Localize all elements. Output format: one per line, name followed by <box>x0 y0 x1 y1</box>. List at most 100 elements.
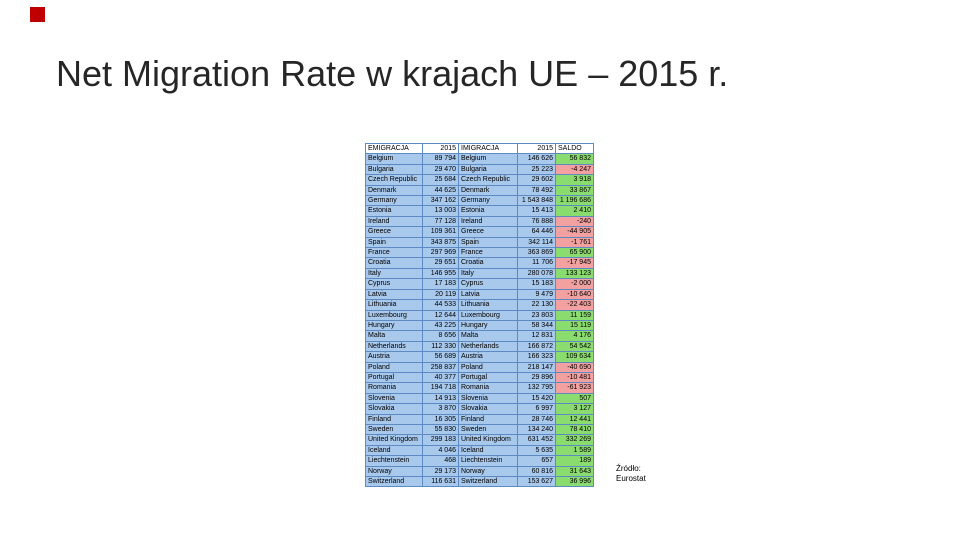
accent-square <box>30 7 45 22</box>
immigration-value: 29 896 <box>517 371 556 384</box>
column-header: 2015 <box>422 142 459 155</box>
table-row: Italy 146 955 Italy 280 078 133 123 <box>365 267 594 280</box>
table-row: Portugal 40 377 Portugal 29 896 -10 481 <box>365 371 594 384</box>
column-header: 2015 <box>517 142 556 155</box>
country-cell: Luxembourg <box>365 309 423 321</box>
table-row: Ireland 77 128 Ireland 76 888 -240 <box>365 215 594 228</box>
immigration-value: 6 997 <box>517 403 556 415</box>
emigration-value: 89 794 <box>422 153 459 165</box>
immigration-value: 132 795 <box>517 382 556 394</box>
saldo-value: 54 542 <box>555 340 594 353</box>
table-row: Hungary 43 225 Hungary 58 344 15 119 <box>365 319 594 332</box>
country-cell: Bulgaria <box>365 163 423 176</box>
country-cell: Germany <box>365 195 423 207</box>
emigration-value: 12 644 <box>422 309 459 321</box>
country-cell: Latvia <box>458 288 518 301</box>
table-row: Sweden 55 830 Sweden 134 240 78 410 <box>365 423 594 436</box>
country-cell: Lithuania <box>458 299 518 311</box>
country-cell: Luxembourg <box>458 309 518 321</box>
emigration-value: 29 173 <box>422 465 459 478</box>
country-cell: Finland <box>458 413 518 425</box>
saldo-value: 133 123 <box>555 267 594 280</box>
saldo-value: 11 159 <box>555 309 594 321</box>
country-cell: Estonia <box>365 205 423 217</box>
emigration-value: 299 183 <box>422 434 459 446</box>
emigration-value: 146 955 <box>422 267 459 280</box>
country-cell: United Kingdom <box>365 434 423 446</box>
saldo-value: -10 481 <box>555 371 594 384</box>
emigration-value: 109 361 <box>422 226 459 238</box>
country-cell: Iceland <box>365 444 423 457</box>
saldo-value: -22 403 <box>555 299 594 311</box>
emigration-value: 43 225 <box>422 319 459 332</box>
country-cell: Austria <box>458 351 518 363</box>
table-row: Finland 16 305 Finland 28 746 12 441 <box>365 413 594 425</box>
immigration-value: 657 <box>517 455 556 467</box>
country-cell: Slovenia <box>458 392 518 405</box>
emigration-value: 468 <box>422 455 459 467</box>
saldo-value: 65 900 <box>555 247 594 259</box>
country-cell: Denmark <box>458 184 518 197</box>
emigration-value: 16 305 <box>422 413 459 425</box>
country-cell: Iceland <box>458 444 518 457</box>
saldo-value: 15 119 <box>555 319 594 332</box>
immigration-value: 22 130 <box>517 299 556 311</box>
immigration-value: 280 078 <box>517 267 556 280</box>
saldo-value: -2 000 <box>555 278 594 290</box>
saldo-value: -40 690 <box>555 361 594 373</box>
emigration-value: 343 875 <box>422 236 459 249</box>
country-cell: Malta <box>458 330 518 342</box>
source-label: Źródło: <box>616 464 641 473</box>
table-row: Slovakia 3 870 Slovakia 6 997 3 127 <box>365 403 594 415</box>
saldo-value: 33 867 <box>555 184 594 197</box>
immigration-value: 5 635 <box>517 444 556 457</box>
saldo-value: 109 634 <box>555 351 594 363</box>
table-row: Liechtenstein 468 Liechtenstein 657 189 <box>365 455 594 467</box>
immigration-value: 25 223 <box>517 163 556 176</box>
saldo-value: -61 923 <box>555 382 594 394</box>
table-row: Malta 8 656 Malta 12 831 4 176 <box>365 330 594 342</box>
country-cell: Netherlands <box>458 340 518 353</box>
immigration-value: 23 803 <box>517 309 556 321</box>
saldo-value: 2 410 <box>555 205 594 217</box>
immigration-value: 78 492 <box>517 184 556 197</box>
emigration-value: 297 969 <box>422 247 459 259</box>
emigration-value: 40 377 <box>422 371 459 384</box>
saldo-value: -240 <box>555 215 594 228</box>
table-row: Romania 194 718 Romania 132 795 -61 923 <box>365 382 594 394</box>
table-row: Croatia 29 651 Croatia 11 706 -17 945 <box>365 257 594 269</box>
country-cell: Greece <box>365 226 423 238</box>
country-cell: Romania <box>458 382 518 394</box>
table-row: United Kingdom 299 183 United Kingdom 631 4… <box>365 434 594 446</box>
table-row: Greece 109 361 Greece 64 446 -44 905 <box>365 226 594 238</box>
country-cell: Switzerland <box>458 475 518 488</box>
table-row: Estonia 13 003 Estonia 15 413 2 410 <box>365 205 594 217</box>
saldo-value: 36 996 <box>555 475 594 488</box>
country-cell: Portugal <box>365 371 423 384</box>
immigration-value: 1 543 848 <box>517 195 556 207</box>
page-title: Net Migration Rate w krajach UE – 2015 r… <box>56 53 729 94</box>
table-row: Germany 347 162 Germany 1 543 848 1 196 686 <box>365 195 594 207</box>
country-cell: United Kingdom <box>458 434 518 446</box>
country-cell: Liechtenstein <box>458 455 518 467</box>
immigration-value: 29 602 <box>517 174 556 186</box>
country-cell: Denmark <box>365 184 423 197</box>
country-cell: Bulgaria <box>458 163 518 176</box>
immigration-value: 15 183 <box>517 278 556 290</box>
country-cell: Romania <box>365 382 423 394</box>
country-cell: Poland <box>365 361 423 373</box>
immigration-value: 9 479 <box>517 288 556 301</box>
immigration-value: 631 452 <box>517 434 556 446</box>
source-value: Eurostat <box>616 473 646 483</box>
emigration-value: 116 631 <box>422 475 459 488</box>
country-cell: Hungary <box>458 319 518 332</box>
country-cell: Cyprus <box>458 278 518 290</box>
table-row: Spain 343 875 Spain 342 114 -1 761 <box>365 236 594 249</box>
immigration-value: 64 446 <box>517 226 556 238</box>
country-cell: Portugal <box>458 371 518 384</box>
emigration-value: 4 046 <box>422 444 459 457</box>
country-cell: Slovenia <box>365 392 423 405</box>
table-row: Belgium 89 794 Belgium 146 626 56 832 <box>365 153 594 165</box>
saldo-value: -44 905 <box>555 226 594 238</box>
column-header: EMIGRACJA <box>365 142 423 155</box>
